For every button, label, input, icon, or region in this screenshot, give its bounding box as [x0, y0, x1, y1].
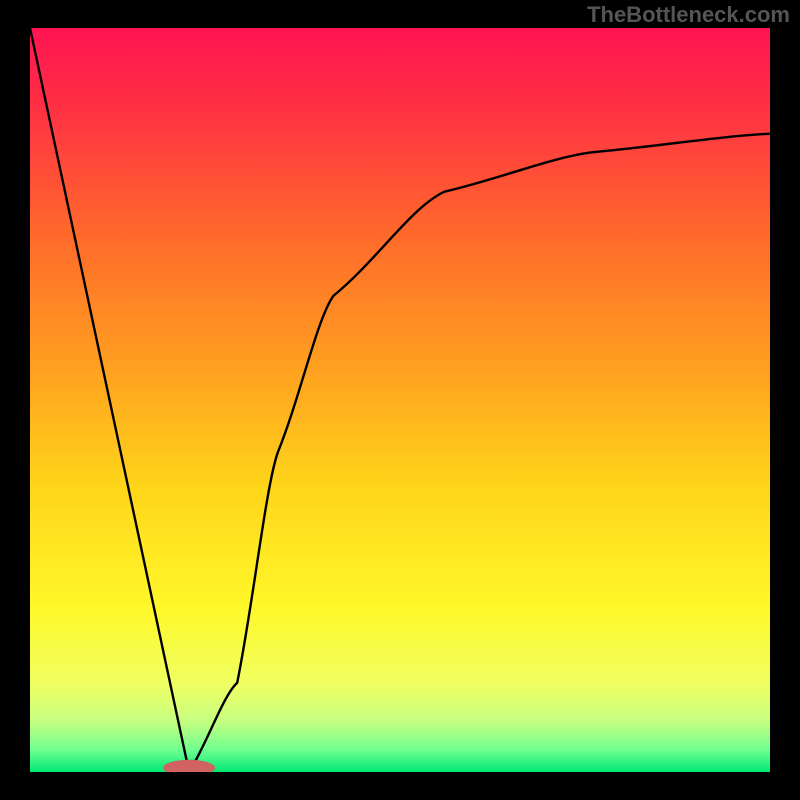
chart-root: TheBottleneck.com [0, 0, 800, 800]
plot-background [30, 28, 770, 772]
plot-svg [30, 28, 770, 772]
attribution-text: TheBottleneck.com [587, 2, 790, 28]
plot-area [30, 28, 770, 772]
